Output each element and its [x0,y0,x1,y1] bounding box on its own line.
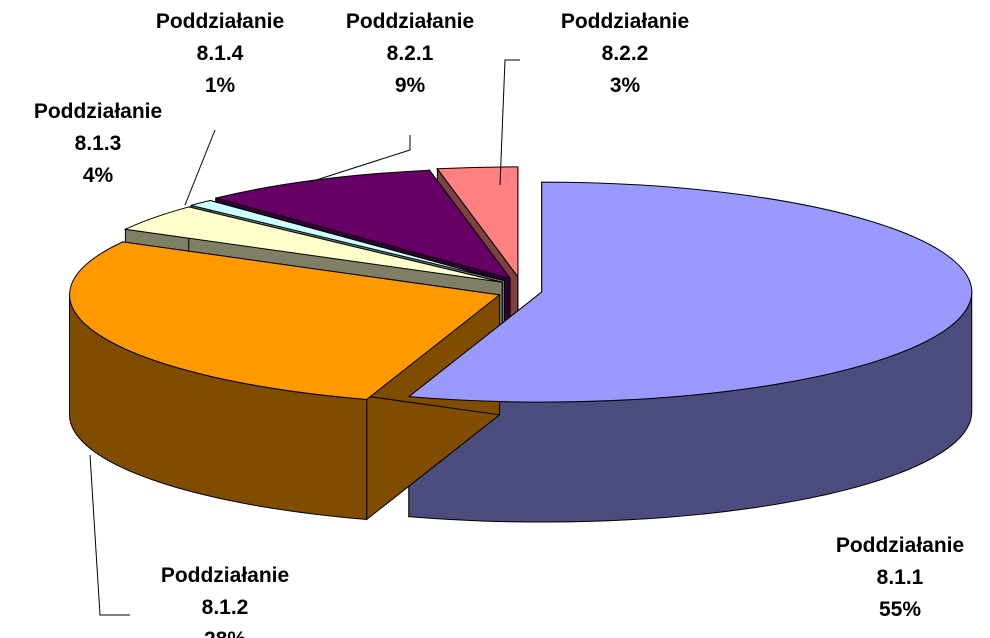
pie-slice [69,241,501,400]
value-label: 3% [610,74,641,97]
pie-slice [123,206,503,283]
leader-line [89,454,130,616]
value-label: 9% [395,74,426,97]
slice-label: Poddziałanie 8.1.2 [161,564,289,619]
value-label: 4% [83,164,114,187]
slice-label: Poddziałanie 8.2.1 [346,10,474,65]
pie-slice [407,181,973,403]
pie-slice [436,166,519,279]
leader-line [309,135,411,183]
leader-line [184,129,216,206]
slice-label: Poddziałanie 8.2.2 [561,10,689,65]
slice-label: Poddziałanie 8.1.4 [156,10,284,65]
value-label: 55% [879,598,921,621]
value-label: 1% [205,74,236,97]
slice-label: Poddziałanie 8.1.1 [836,534,964,589]
value-label: 28% [204,628,246,638]
leader-line [499,59,520,186]
pie-tops [69,166,973,403]
pie-slice [190,199,505,282]
slice-label: Poddziałanie 8.1.3 [34,100,162,155]
